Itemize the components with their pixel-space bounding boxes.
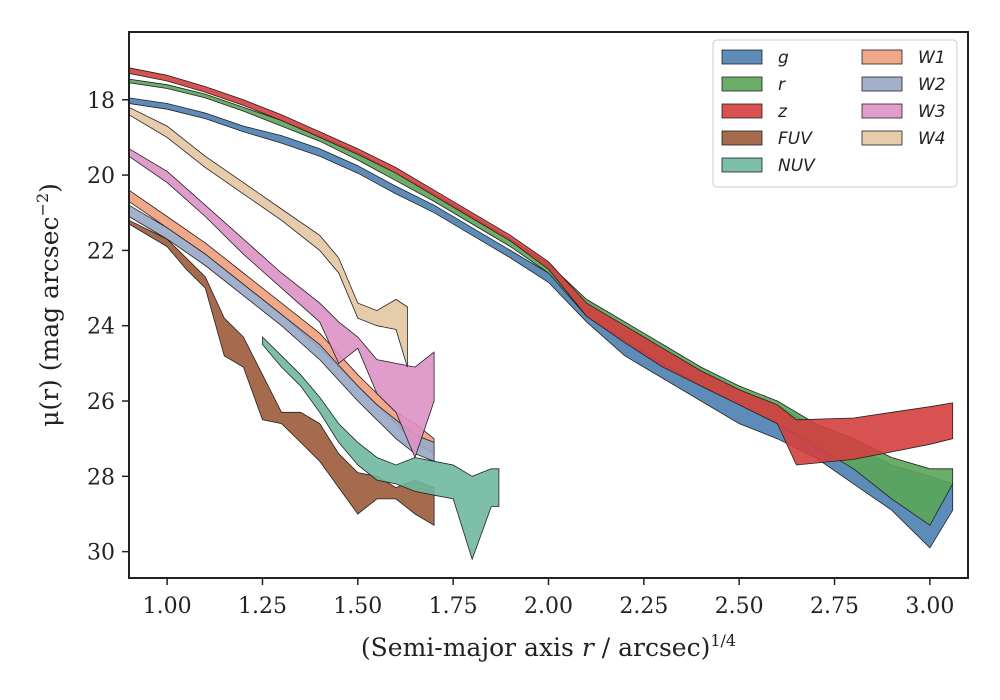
band-W3 [128,147,435,459]
x-tick-label: 1.75 [429,594,478,619]
x-axis: 1.00 1.25 1.50 1.75 2.00 2.25 2.50 2.75 3.00 [143,578,954,619]
x-tick-label: 2.25 [619,594,668,619]
legend-swatch-g [721,49,763,65]
legend-label-W3: W3 [918,102,946,122]
y-axis: 18 20 22 24 26 28 30 [87,89,129,566]
legend-swatch-NUV [721,157,763,173]
x-tick-label: 2.00 [524,594,573,619]
legend: grz FUV NUV W1 W2 W3 W4 [712,39,958,188]
legend-swatch-W4 [861,130,903,146]
x-tick-label: 1.00 [143,594,192,619]
y-axis-label: μ(r) (mag arcsec−2) [33,183,64,427]
band-NUV [262,336,500,561]
x-axis-label: (Semi-major axis r / arcsec)1/4 [361,631,736,662]
legend-label-FUV: FUV [778,129,813,149]
legend-swatch-W1 [861,49,903,65]
band-W2 [128,204,435,462]
band-g [128,97,954,549]
y-tick-label: 24 [87,315,115,340]
legend-label-NUV: NUV [778,156,816,176]
legend-label-W1: W1 [918,48,946,68]
legend-label-W4: W4 [918,129,946,149]
band-W4 [128,106,408,368]
legend-swatch-W3 [861,103,903,119]
y-tick-label: 18 [87,89,115,114]
x-tick-label: 1.25 [238,594,287,619]
y-tick-label: 28 [87,465,115,490]
band-z [128,67,954,466]
y-tick-label: 26 [87,390,115,415]
band-FUV [128,219,435,527]
x-tick-label: 2.75 [810,594,859,619]
legend-label-g: g [778,48,789,68]
y-tick-label: 22 [87,239,115,264]
series-bands [128,67,954,561]
x-tick-label: 1.50 [333,594,382,619]
legend-swatch-FUV [721,130,763,146]
legend-label-W2: W2 [918,75,946,95]
legend-swatch-r [721,76,763,92]
legend-swatch-W2 [861,76,903,92]
x-tick-label: 2.50 [715,594,764,619]
legend-swatch-z [721,103,763,119]
legend-label-z: z [777,102,788,122]
y-tick-label: 30 [87,541,115,566]
y-tick-label: 20 [87,164,115,189]
legend-label-r: r [778,75,786,95]
x-tick-label: 3.00 [905,594,954,619]
